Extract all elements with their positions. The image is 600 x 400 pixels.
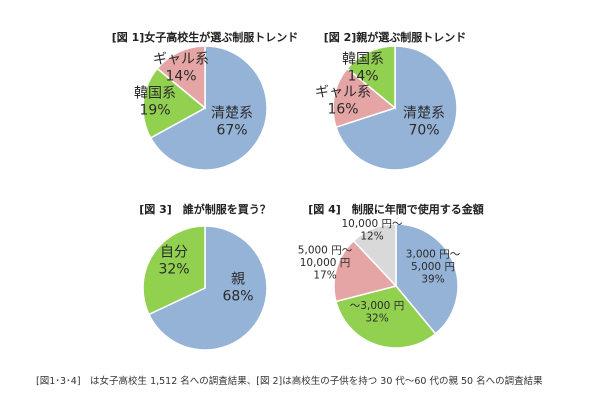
pie-slice bbox=[395, 223, 459, 335]
slice-label: 〜3,000 円 32% bbox=[350, 300, 404, 325]
pie-slice bbox=[147, 225, 268, 351]
slice-label: 3,000 円〜 5,000 円 39% bbox=[406, 249, 461, 286]
slice-label: ギャル系 16% bbox=[315, 85, 371, 118]
chart-title: [図 3] 誰が制服を買う？ bbox=[139, 202, 271, 216]
slice-label: 韓国系 19% bbox=[134, 86, 176, 119]
pie-slice bbox=[352, 223, 397, 288]
chart-title: [図 2]親が選ぶ制服トレンド bbox=[324, 30, 467, 44]
pie-slice bbox=[346, 45, 396, 110]
slice-label: 清楚系 67% bbox=[211, 106, 253, 139]
chart-title: [図 1]女子高校生が選ぶ制服トレンド bbox=[112, 30, 299, 44]
slice-label: 清楚系 70% bbox=[403, 106, 445, 139]
slice-label: 10,000 円〜 12% bbox=[341, 218, 403, 243]
pie-slice bbox=[335, 45, 458, 171]
pie-slice bbox=[156, 45, 206, 110]
slice-label: ギャル系 14% bbox=[153, 52, 209, 85]
slice-label: 自分 32% bbox=[158, 245, 189, 278]
caption: [図1･3･4] は女子高校生 1,512 名への調査結果、[図 2]は高校生の… bbox=[36, 376, 543, 387]
pie-slice bbox=[335, 285, 437, 349]
slice-label: 韓国系 14% bbox=[342, 52, 384, 85]
pie-slice bbox=[149, 45, 268, 171]
pie-slice bbox=[332, 67, 397, 129]
pie-slice bbox=[142, 67, 207, 139]
pie-chart-3: [図 3] 誰が制服を買う？ 親 68% 自分 32% bbox=[139, 202, 271, 351]
slice-label: 5,000 円〜 10,000 円 17% bbox=[298, 245, 353, 282]
pie-slice bbox=[333, 239, 398, 303]
chart-title: [図 4] 制服に年間で使用する金額 bbox=[308, 202, 484, 216]
slice-label: 親 68% bbox=[222, 272, 253, 305]
pie-slice bbox=[142, 225, 206, 316]
pie-chart-4: [図 4] 制服に年間で使用する金額 3,000 円〜 5,000 円 39%〜3,0… bbox=[298, 202, 484, 349]
